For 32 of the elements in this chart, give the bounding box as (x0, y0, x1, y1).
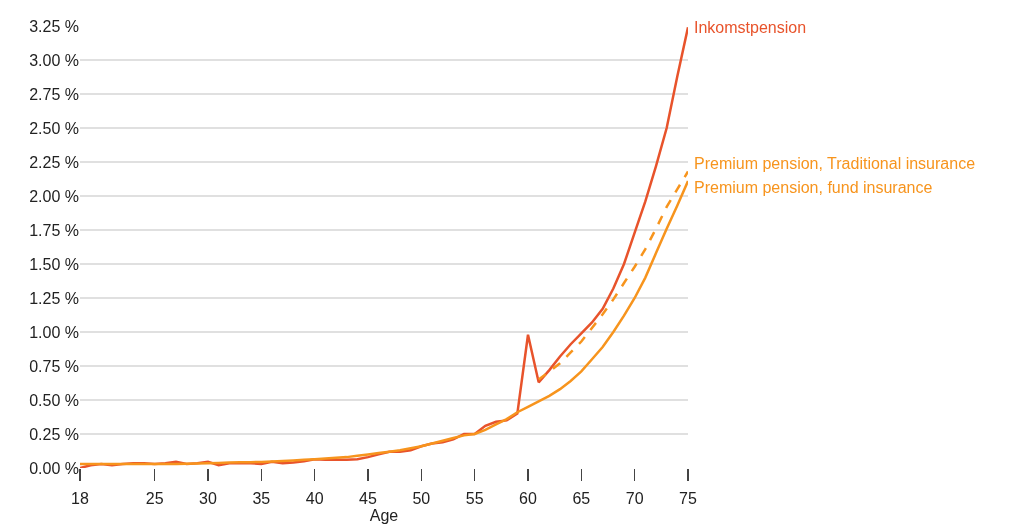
x-tick-label: 60 (519, 490, 537, 508)
y-tick-label: 1.25 % (29, 289, 79, 307)
y-tick-label: 3.25 % (29, 17, 79, 35)
y-tick-label: 0.50 % (29, 391, 79, 409)
x-axis-title: Age (369, 507, 399, 525)
x-tick-label: 18 (71, 490, 89, 508)
y-tick-label: 2.75 % (29, 85, 79, 103)
y-tick-label: 0.75 % (29, 357, 79, 375)
x-tick-label: 30 (199, 490, 217, 508)
y-tick-label: 0.25 % (29, 425, 79, 443)
y-tick-label: 1.00 % (29, 323, 79, 341)
series-label: Premium pension, fund insurance (694, 179, 933, 196)
x-tick-label: 35 (252, 490, 271, 508)
x-tick-label: 25 (145, 490, 164, 508)
series-label: Premium pension, Traditional insurance (694, 155, 976, 172)
y-tick-label: 3.00 % (29, 51, 79, 69)
line-series (537, 170, 688, 381)
y-tick-label: 1.50 % (29, 255, 79, 273)
x-tick-label: 45 (359, 490, 377, 508)
y-tick-label: 2.50 % (29, 119, 79, 137)
x-tick-label: 55 (465, 490, 484, 508)
line-series (80, 179, 688, 466)
x-tick-label: 40 (305, 490, 324, 508)
x-tick-label: 70 (625, 490, 644, 508)
y-tick-label: 2.00 % (29, 187, 79, 205)
y-tick-label: 0.00 % (29, 459, 79, 477)
y-tick-label: 1.75 % (29, 221, 79, 239)
x-tick-label: 65 (572, 490, 591, 508)
y-tick-label: 2.25 % (29, 153, 79, 171)
x-tick-label: 75 (679, 490, 697, 508)
series-label: Inkomstpension (694, 19, 807, 36)
x-tick-label: 50 (412, 490, 431, 508)
